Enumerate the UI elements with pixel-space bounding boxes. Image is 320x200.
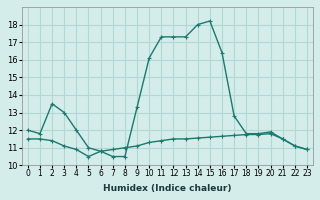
X-axis label: Humidex (Indice chaleur): Humidex (Indice chaleur): [103, 184, 232, 193]
